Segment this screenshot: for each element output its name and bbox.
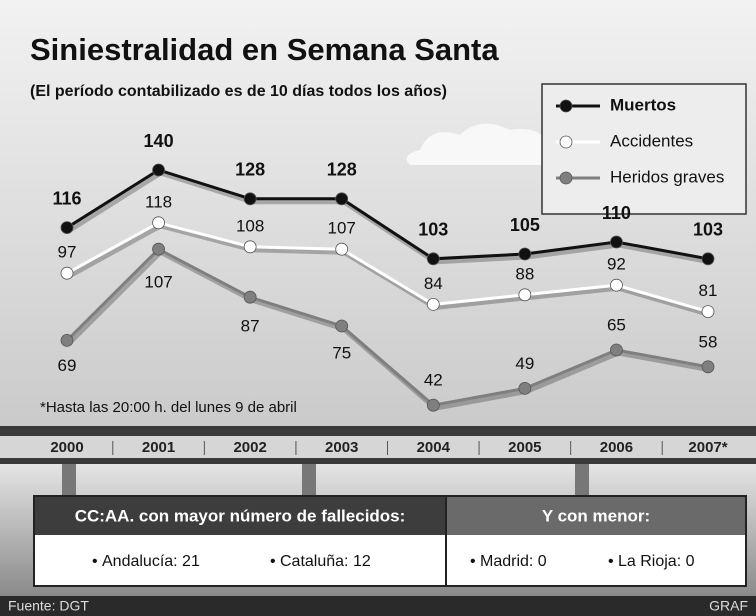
data-label: 110 — [602, 203, 631, 223]
point — [243, 240, 257, 254]
note: *Hasta las 20:00 h. del lunes 9 de abril — [40, 399, 297, 416]
point — [243, 290, 257, 304]
legend-dot — [559, 171, 573, 185]
point — [152, 163, 165, 177]
bullet: • — [608, 553, 614, 570]
table-header: CC:AA. con mayor número de fallecidos: — [75, 506, 406, 525]
x-tick-label: 2000 — [50, 439, 83, 456]
source: Fuente: DGT — [8, 598, 89, 614]
data-label: 103 — [693, 220, 723, 240]
bullet: • — [270, 553, 276, 570]
legend-label: Muertos — [610, 95, 676, 114]
data-label: 58 — [699, 332, 718, 351]
point — [152, 242, 165, 256]
data-label: 65 — [607, 315, 626, 334]
x-tick-label: 2001 — [142, 439, 175, 456]
pillars — [62, 464, 589, 498]
data-label: 49 — [515, 354, 534, 373]
point — [518, 381, 532, 395]
point — [610, 235, 623, 249]
point — [335, 192, 349, 206]
point — [152, 216, 165, 230]
line-shadow — [67, 223, 711, 318]
table-item: La Rioja: 0 — [618, 553, 695, 570]
point — [243, 192, 257, 206]
data-label: 87 — [241, 317, 260, 336]
point — [701, 305, 715, 319]
data-label: 88 — [515, 264, 534, 283]
header-cell — [447, 497, 745, 535]
point — [60, 221, 74, 235]
legend-label: Heridos graves — [610, 167, 724, 186]
data-label: 128 — [327, 160, 357, 180]
point — [701, 360, 715, 374]
line — [66, 168, 709, 261]
data-label: 92 — [607, 255, 626, 274]
data-label: 69 — [58, 356, 77, 375]
data-label: 81 — [699, 281, 718, 300]
x-tick-label: 2007* — [688, 439, 727, 456]
data-label: 107 — [144, 273, 172, 292]
point — [518, 247, 532, 261]
x-tick-label: 2003 — [325, 439, 358, 456]
data-label: 116 — [52, 188, 81, 208]
legend-dot — [559, 99, 573, 113]
data-label: 118 — [145, 192, 172, 211]
point — [701, 252, 715, 266]
line — [66, 221, 709, 314]
data-label: 103 — [418, 220, 448, 240]
x-tick-label: 2006 — [600, 439, 633, 456]
data-label: 108 — [236, 216, 264, 235]
table-item: Madrid: 0 — [480, 553, 547, 570]
table-item: Cataluña: 12 — [280, 553, 371, 570]
data-label: 128 — [235, 160, 265, 180]
chart-title: Siniestralidad en Semana Santa — [30, 32, 499, 67]
x-tick-label: 2004 — [417, 439, 451, 456]
point — [60, 333, 74, 347]
header-cell — [35, 497, 445, 535]
point — [610, 343, 623, 357]
data-label: 140 — [144, 131, 174, 151]
point — [426, 398, 440, 412]
legend-label: Accidentes — [610, 131, 693, 150]
point — [610, 278, 623, 292]
point — [335, 319, 349, 333]
point — [335, 242, 349, 256]
point — [426, 297, 440, 311]
footer-strip — [0, 596, 756, 616]
line — [65, 247, 709, 407]
x-tick-label: 2002 — [233, 439, 266, 456]
x-tick-label: 2005 — [508, 439, 541, 456]
legend-dot — [559, 135, 573, 149]
data-label: 97 — [58, 243, 77, 262]
chart-subtitle: (El período contabilizado es de 10 días … — [30, 83, 447, 100]
data-label: 42 — [424, 371, 443, 390]
data-label: 107 — [328, 219, 356, 238]
table-item: Andalucía: 21 — [102, 553, 200, 570]
point — [60, 266, 74, 280]
bullet: • — [470, 553, 476, 570]
cloud — [406, 123, 573, 165]
point — [518, 288, 532, 302]
agency: GRAF — [709, 598, 748, 614]
bullet: • — [92, 553, 98, 570]
table-header: Y con menor: — [542, 506, 650, 525]
point — [426, 252, 440, 266]
data-label: 105 — [510, 215, 540, 235]
data-label: 75 — [332, 343, 351, 362]
data-label: 84 — [424, 274, 443, 293]
year-band — [0, 436, 756, 458]
